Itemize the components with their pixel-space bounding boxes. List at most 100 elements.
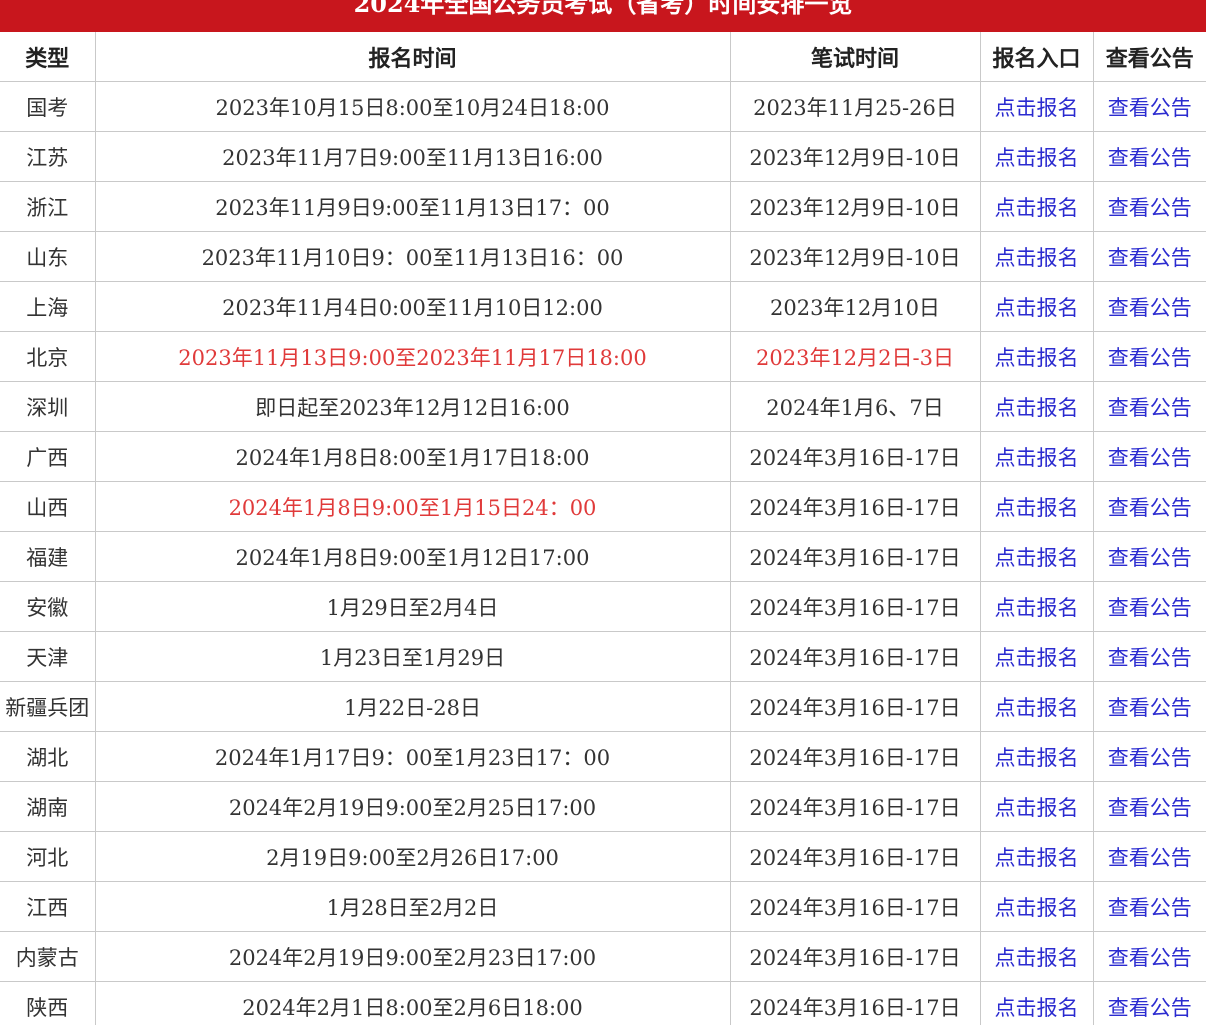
table-row: 陕西 2024年2月1日8:00至2月6日18:00 2024年3月16日-17日点… (0, 981, 1206, 1025)
table-row: 江西 1月28日至2月2日 2024年3月16日-17日 点击报名 查看公告 (0, 881, 1206, 932)
cell-type: 国考 (0, 81, 96, 132)
table-row: 江苏 2023年11月7日9:00至11月13日16:00 2023年12月9日-1… (0, 131, 1206, 182)
cell-exam-time: 2023年12月9日-10日 (729, 231, 981, 282)
cell-type: 北京 (0, 331, 96, 382)
register-link[interactable]: 点击报名 (979, 131, 1094, 182)
register-link[interactable]: 点击报名 (979, 631, 1094, 682)
cell-exam-time: 2024年3月16日-17日 (729, 531, 981, 582)
cell-exam-time: 2024年1月6、7日 (729, 381, 981, 432)
view-notice-link[interactable]: 查看公告 (1092, 831, 1206, 882)
register-link[interactable]: 点击报名 (979, 581, 1094, 632)
cell-exam-time: 2023年12月9日-10日 (729, 131, 981, 182)
view-notice-link[interactable]: 查看公告 (1092, 131, 1206, 182)
table-row: 安徽 1月29日至2月4日 2024年3月16日-17日 点击报名 查看公告 (0, 581, 1206, 632)
cell-type: 江西 (0, 881, 96, 932)
cell-registration-time: 2024年1月17日9：00至1月23日17：00 (94, 731, 731, 782)
cell-type: 浙江 (0, 181, 96, 232)
table-row: 湖南 2024年2月19日9:00至2月25日17:00 2024年3月16日-17… (0, 781, 1206, 832)
cell-registration-time: 2023年11月10日9：00至11月13日16：00 (94, 231, 731, 282)
register-link[interactable]: 点击报名 (979, 981, 1094, 1025)
cell-type: 安徽 (0, 581, 96, 632)
header-notice: 查看公告 (1092, 32, 1206, 82)
table-row: 国考 2023年10月15日8:00至10月24日18:00 2023年11月25-… (0, 81, 1206, 132)
register-link[interactable]: 点击报名 (979, 931, 1094, 982)
cell-type: 湖北 (0, 731, 96, 782)
cell-registration-time: 2023年10月15日8:00至10月24日18:00 (94, 81, 731, 132)
table-row: 北京 2023年11月13日9:00至2023年11月17日18:00 2023年1… (0, 331, 1206, 382)
table-row: 上海 2023年11月4日0:00至11月10日12:00 2023年12月10日点… (0, 281, 1206, 332)
cell-type: 河北 (0, 831, 96, 882)
register-link[interactable]: 点击报名 (979, 481, 1094, 532)
cell-type: 陕西 (0, 981, 96, 1025)
cell-registration-time: 2024年1月8日9:00至1月12日17:00 (94, 531, 731, 582)
register-link[interactable]: 点击报名 (979, 781, 1094, 832)
view-notice-link[interactable]: 查看公告 (1092, 431, 1206, 482)
cell-exam-time: 2024年3月16日-17日 (729, 681, 981, 732)
cell-registration-time: 1月23日至1月29日 (94, 631, 731, 682)
table-row: 内蒙古 2024年2月19日9:00至2月23日17:00 2024年3月16日-1… (0, 931, 1206, 982)
register-link[interactable]: 点击报名 (979, 681, 1094, 732)
view-notice-link[interactable]: 查看公告 (1092, 331, 1206, 382)
register-link[interactable]: 点击报名 (979, 431, 1094, 482)
cell-registration-time: 2024年1月8日8:00至1月17日18:00 (94, 431, 731, 482)
cell-registration-time: 2月19日9:00至2月26日17:00 (94, 831, 731, 882)
cell-registration-time: 1月28日至2月2日 (94, 881, 731, 932)
exam-schedule-table: 类型 报名时间 笔试时间 报名入口 查看公告 国考 2023年10月15日8:00… (0, 32, 1206, 1025)
cell-type: 上海 (0, 281, 96, 332)
view-notice-link[interactable]: 查看公告 (1092, 631, 1206, 682)
register-link[interactable]: 点击报名 (979, 331, 1094, 382)
header-entry: 报名入口 (979, 32, 1094, 82)
table-row: 河北 2月19日9:00至2月26日17:00 2024年3月16日-17日 点击报名… (0, 831, 1206, 882)
header-exam-time: 笔试时间 (729, 32, 981, 82)
register-link[interactable]: 点击报名 (979, 281, 1094, 332)
view-notice-link[interactable]: 查看公告 (1092, 181, 1206, 232)
cell-exam-time: 2024年3月16日-17日 (729, 881, 981, 932)
table-row: 山西 2024年1月8日9:00至1月15日24：00 2024年3月16日-17日… (0, 481, 1206, 532)
cell-type: 山东 (0, 231, 96, 282)
view-notice-link[interactable]: 查看公告 (1092, 681, 1206, 732)
cell-registration-time: 2024年2月19日9:00至2月23日17:00 (94, 931, 731, 982)
table-row: 山东 2023年11月10日9：00至11月13日16：00 2023年12月9日-… (0, 231, 1206, 282)
cell-registration-time: 2024年2月1日8:00至2月6日18:00 (94, 981, 731, 1025)
cell-type: 天津 (0, 631, 96, 682)
view-notice-link[interactable]: 查看公告 (1092, 481, 1206, 532)
cell-exam-time: 2024年3月16日-17日 (729, 781, 981, 832)
table-row: 湖北 2024年1月17日9：00至1月23日17：00 2024年3月16日-17… (0, 731, 1206, 782)
view-notice-link[interactable]: 查看公告 (1092, 81, 1206, 132)
view-notice-link[interactable]: 查看公告 (1092, 981, 1206, 1025)
cell-registration-time: 2023年11月13日9:00至2023年11月17日18:00 (94, 331, 731, 382)
cell-exam-time: 2024年3月16日-17日 (729, 931, 981, 982)
view-notice-link[interactable]: 查看公告 (1092, 931, 1206, 982)
view-notice-link[interactable]: 查看公告 (1092, 581, 1206, 632)
register-link[interactable]: 点击报名 (979, 381, 1094, 432)
view-notice-link[interactable]: 查看公告 (1092, 231, 1206, 282)
cell-exam-time: 2023年11月25-26日 (729, 81, 981, 132)
view-notice-link[interactable]: 查看公告 (1092, 881, 1206, 932)
register-link[interactable]: 点击报名 (979, 731, 1094, 782)
register-link[interactable]: 点击报名 (979, 181, 1094, 232)
register-link[interactable]: 点击报名 (979, 531, 1094, 582)
cell-type: 江苏 (0, 131, 96, 182)
view-notice-link[interactable]: 查看公告 (1092, 281, 1206, 332)
view-notice-link[interactable]: 查看公告 (1092, 781, 1206, 832)
header-type: 类型 (0, 32, 96, 82)
view-notice-link[interactable]: 查看公告 (1092, 731, 1206, 782)
register-link[interactable]: 点击报名 (979, 831, 1094, 882)
header-registration-time: 报名时间 (94, 32, 731, 82)
cell-registration-time: 即日起至2023年12月12日16:00 (94, 381, 731, 432)
table-title: 2024年全国公务员考试（省考）时间安排一览 (353, 0, 853, 18)
cell-type: 湖南 (0, 781, 96, 832)
cell-type: 广西 (0, 431, 96, 482)
cell-exam-time: 2024年3月16日-17日 (729, 431, 981, 482)
cell-type: 内蒙古 (0, 931, 96, 982)
table-row: 深圳 即日起至2023年12月12日16:00 2024年1月6、7日 点击报名 查看公… (0, 381, 1206, 432)
table-row: 浙江 2023年11月9日9:00至11月13日17：00 2023年12月9日-1… (0, 181, 1206, 232)
view-notice-link[interactable]: 查看公告 (1092, 531, 1206, 582)
cell-type: 深圳 (0, 381, 96, 432)
register-link[interactable]: 点击报名 (979, 231, 1094, 282)
register-link[interactable]: 点击报名 (979, 881, 1094, 932)
table-row: 天津 1月23日至1月29日 2024年3月16日-17日 点击报名 查看公告 (0, 631, 1206, 682)
view-notice-link[interactable]: 查看公告 (1092, 381, 1206, 432)
register-link[interactable]: 点击报名 (979, 81, 1094, 132)
